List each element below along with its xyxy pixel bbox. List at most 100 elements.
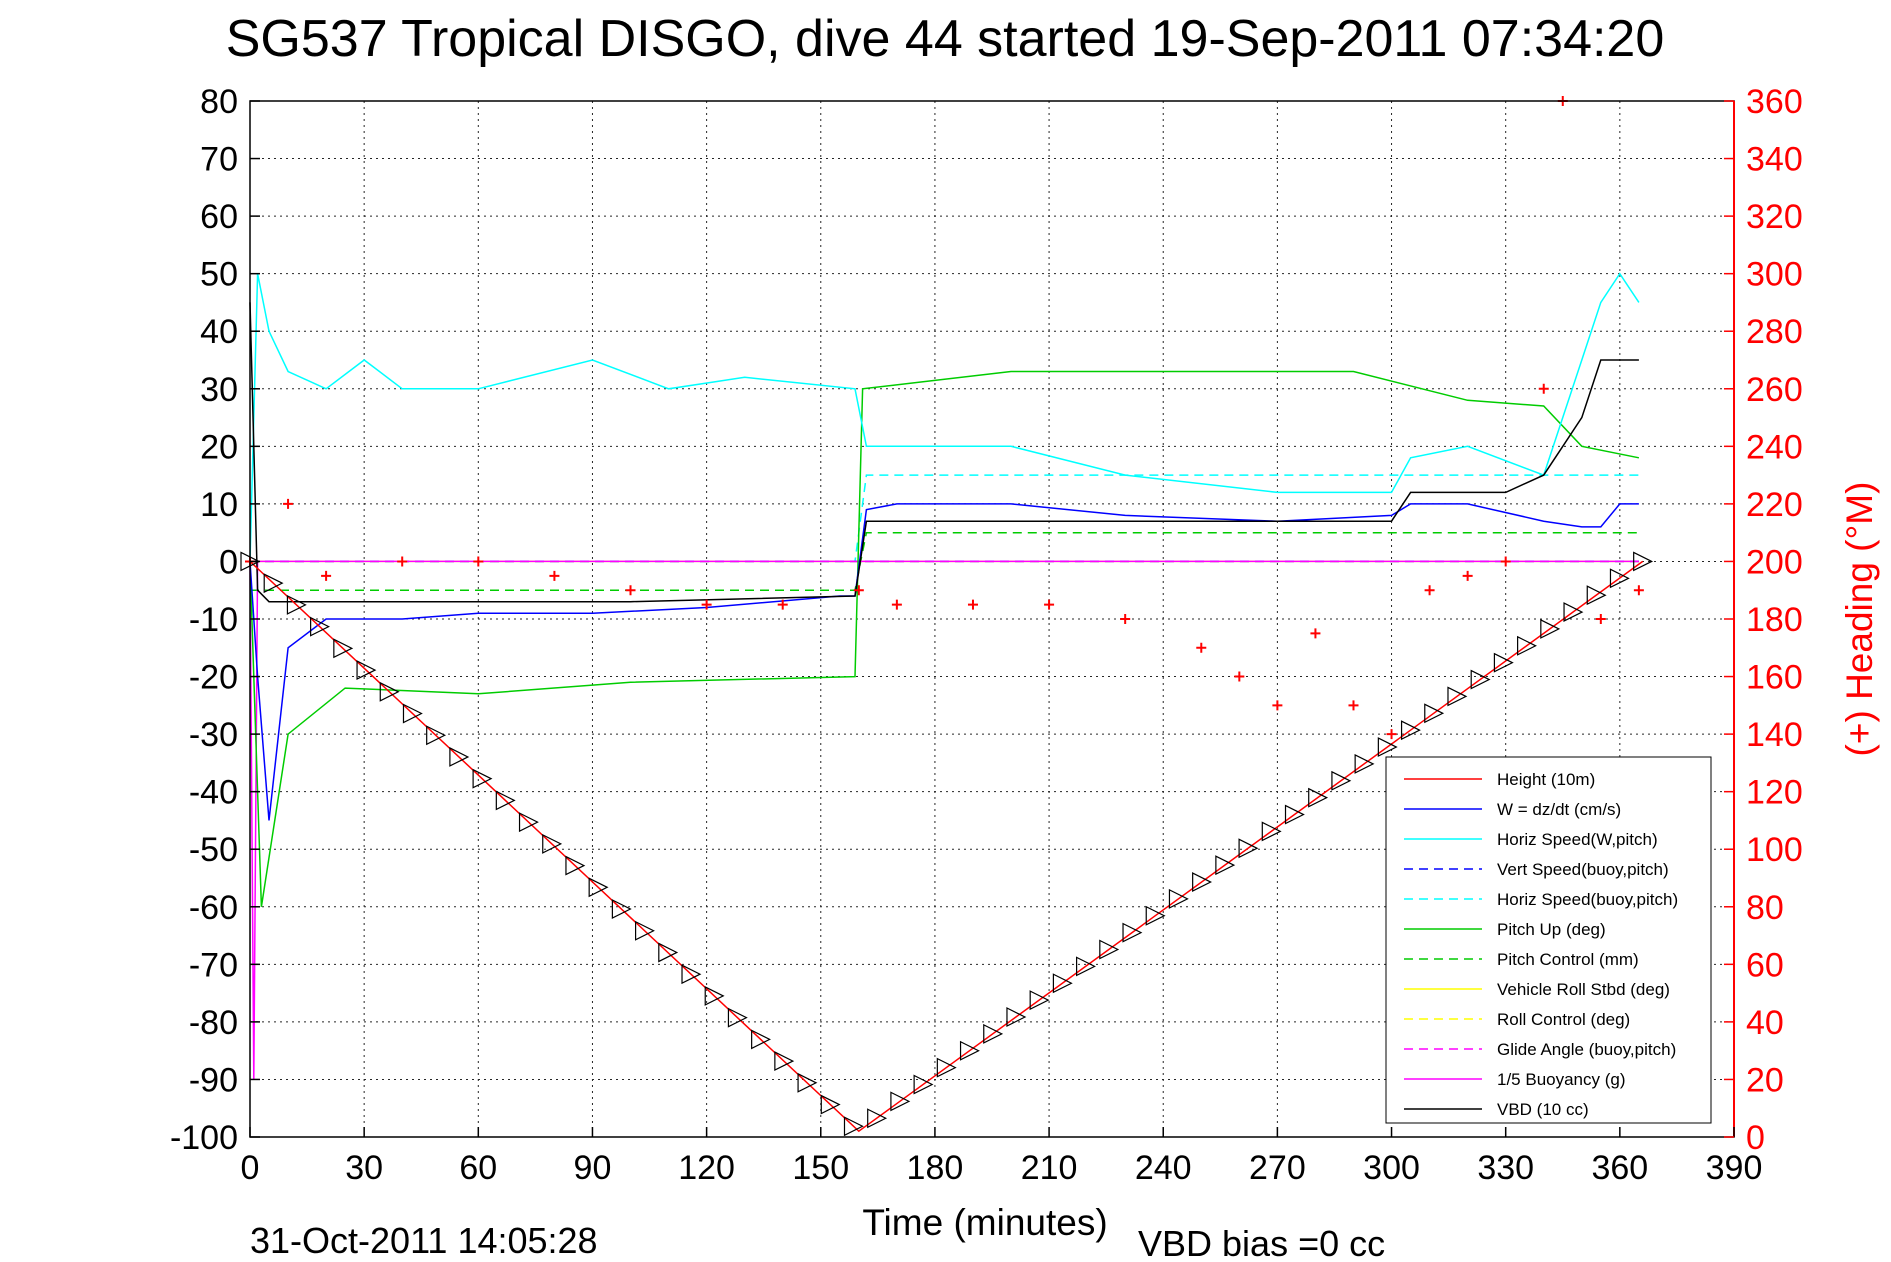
depth-sample-marker: [1609, 568, 1630, 589]
depth-sample-marker: [681, 964, 702, 985]
depth-sample-marker: [1261, 821, 1282, 842]
depth-sample-marker: [1540, 618, 1561, 639]
depth-sample-marker: [1052, 973, 1073, 994]
y-tick-label: -80: [189, 1004, 238, 1042]
heading-marker: [1633, 585, 1644, 596]
depth-sample-marker: [1215, 855, 1236, 876]
depth-sample-marker: [867, 1108, 888, 1129]
y2-tick-label: 180: [1746, 601, 1803, 639]
x-tick-label: 60: [459, 1149, 497, 1187]
vbd-bias-note: VBD bias =0 cc: [1138, 1223, 1385, 1262]
depth-sample-marker: [1168, 888, 1189, 909]
depth-sample-marker: [1377, 737, 1398, 758]
legend: Height (10m) W = dz/dt (cm/s) Horiz Speed(…: [1385, 756, 1712, 1124]
series-1-5-buoyancy-g: [249, 560, 1639, 1080]
heading-marker: [625, 585, 636, 596]
y2-tick-label: 160: [1746, 659, 1803, 697]
right-y-axis-ticks: 0 20 40 60 80 100 120 140 160 180 200 220 240 260 280 3…: [1724, 83, 1803, 1157]
depth-sample-marker: [704, 985, 725, 1006]
y-tick-label: -10: [189, 601, 238, 639]
depth-sample-marker: [774, 1051, 795, 1072]
heading-marker: [1500, 556, 1511, 567]
x-tick-label: 180: [907, 1149, 964, 1187]
heading-marker: [321, 570, 332, 581]
y-tick-label: -70: [189, 946, 238, 984]
depth-sample-marker: [333, 638, 354, 659]
y-tick-label: 30: [200, 371, 238, 409]
legend-label: Glide Angle (buoy,pitch): [1497, 1040, 1676, 1059]
heading-marker: [967, 599, 978, 610]
depth-sample-marker: [1470, 669, 1491, 690]
depth-sample-marker: [1424, 703, 1445, 724]
depth-sample-marker: [1192, 872, 1213, 892]
heading-marker: [701, 599, 712, 610]
depth-sample-marker: [1400, 720, 1421, 741]
depth-sample-marker: [1447, 686, 1468, 707]
y2-tick-label: 360: [1746, 83, 1803, 121]
depth-sample-marker: [1493, 652, 1514, 673]
depth-sample-marker: [449, 746, 470, 767]
y-tick-label: 70: [200, 141, 238, 179]
legend-label: W = dz/dt (cm/s): [1497, 800, 1621, 819]
y2-tick-label: 100: [1746, 831, 1803, 869]
depth-sample-marker: [518, 812, 539, 833]
depth-sample-marker: [1284, 804, 1305, 825]
legend-label: Pitch Up (deg): [1497, 920, 1606, 939]
depth-sample-marker: [1308, 787, 1329, 808]
depth-sample-marker: [820, 1094, 841, 1115]
y2-tick-label: 240: [1746, 428, 1803, 466]
depth-sample-marker: [843, 1116, 864, 1137]
legend-label: Height (10m): [1497, 770, 1595, 789]
depth-sample-marker: [1076, 956, 1096, 977]
depth-sample-marker: [472, 768, 493, 789]
depth-sample-marker: [1586, 585, 1607, 606]
y2-tick-label: 140: [1746, 716, 1803, 754]
heading-marker: [397, 556, 408, 567]
y-tick-label: 50: [200, 256, 238, 294]
heading-marker: [1462, 570, 1473, 581]
heading-marker: [1234, 671, 1245, 682]
y2-tick-label: 20: [1746, 1061, 1784, 1099]
y-tick-label: 60: [200, 198, 238, 236]
y2-tick-label: 320: [1746, 198, 1803, 236]
heading-marker: [853, 585, 864, 596]
x-tick-label: 30: [345, 1149, 383, 1187]
y2-tick-label: 340: [1746, 141, 1803, 179]
y2-tick-label: 40: [1746, 1004, 1784, 1042]
y-tick-label: -100: [170, 1119, 238, 1157]
x-tick-label: 360: [1591, 1149, 1648, 1187]
legend-label: Vehicle Roll Stbd (deg): [1497, 980, 1670, 999]
legend-label: Roll Control (deg): [1497, 1010, 1630, 1029]
y-tick-label: -60: [189, 889, 238, 927]
heading-marker: [1272, 700, 1283, 711]
legend-label: Vert Speed(buoy,pitch): [1497, 860, 1669, 879]
chart-title: SG537 Tropical DISGO, dive 44 started 19…: [226, 10, 1665, 68]
y-tick-label: 0: [219, 543, 238, 581]
depth-sample-marker: [263, 573, 284, 594]
y-tick-label: 10: [200, 486, 238, 524]
depth-sample-marker: [542, 833, 563, 854]
y2-tick-label: 60: [1746, 946, 1784, 984]
heading-marker: [777, 599, 788, 610]
depth-sample-marker: [565, 855, 586, 876]
series-height-10m: [240, 551, 1654, 1137]
depth-sample-marker: [913, 1074, 934, 1095]
series-line: [249, 560, 1639, 1080]
heading-marker: [283, 498, 294, 509]
legend-label: Horiz Speed(W,pitch): [1497, 830, 1658, 849]
depth-sample-marker: [797, 1072, 818, 1093]
depth-sample-marker: [959, 1040, 980, 1061]
y2-tick-label: 300: [1746, 256, 1803, 294]
heading-marker: [1595, 614, 1606, 624]
depth-sample-marker: [310, 616, 330, 637]
y-tick-label: -90: [189, 1061, 238, 1099]
depth-sample-marker: [727, 1007, 748, 1028]
x-tick-label: 390: [1706, 1149, 1763, 1187]
y-tick-label: 20: [200, 428, 238, 466]
heading-marker: [1120, 614, 1131, 624]
depth-sample-marker: [658, 942, 679, 963]
x-tick-label: 0: [241, 1149, 260, 1187]
y2-tick-label: 280: [1746, 313, 1803, 351]
legend-box: [1385, 756, 1712, 1124]
depth-sample-marker: [379, 681, 400, 702]
